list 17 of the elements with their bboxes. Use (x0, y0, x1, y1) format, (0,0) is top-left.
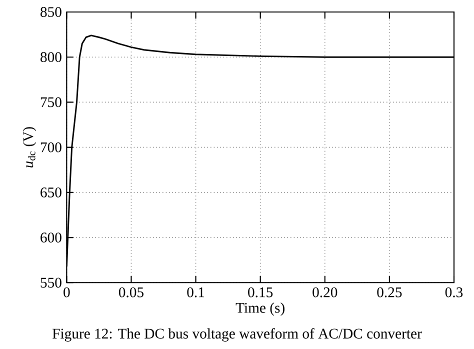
x-tick-label: 0.15 (248, 287, 273, 298)
y-tick-label: 800 (40, 52, 62, 62)
y-axis-title: u$_{dc}$ (V) (22, 127, 36, 168)
x-tick-label: 0.1 (187, 287, 204, 298)
y-tick-label: 750 (40, 97, 62, 108)
y-tick-label: 850 (40, 7, 62, 17)
y-tick-label: 650 (40, 187, 62, 198)
x-tick-label: 0.25 (377, 287, 402, 298)
y-tick-label: 550 (40, 278, 62, 288)
x-tick-label: 0.20 (312, 287, 338, 298)
y-tick-label: 700 (40, 142, 62, 152)
x-tick-label: 0 (64, 287, 70, 298)
y-tick-label: 600 (40, 232, 62, 242)
x-tick-label: 0.3 (445, 287, 463, 298)
x-tick-label: 0.05 (118, 287, 144, 298)
x-axis-title: Time (s) (236, 302, 284, 316)
caption: Figure 12: The DC bus voltage waveform of AC/DC converter (52, 328, 422, 342)
